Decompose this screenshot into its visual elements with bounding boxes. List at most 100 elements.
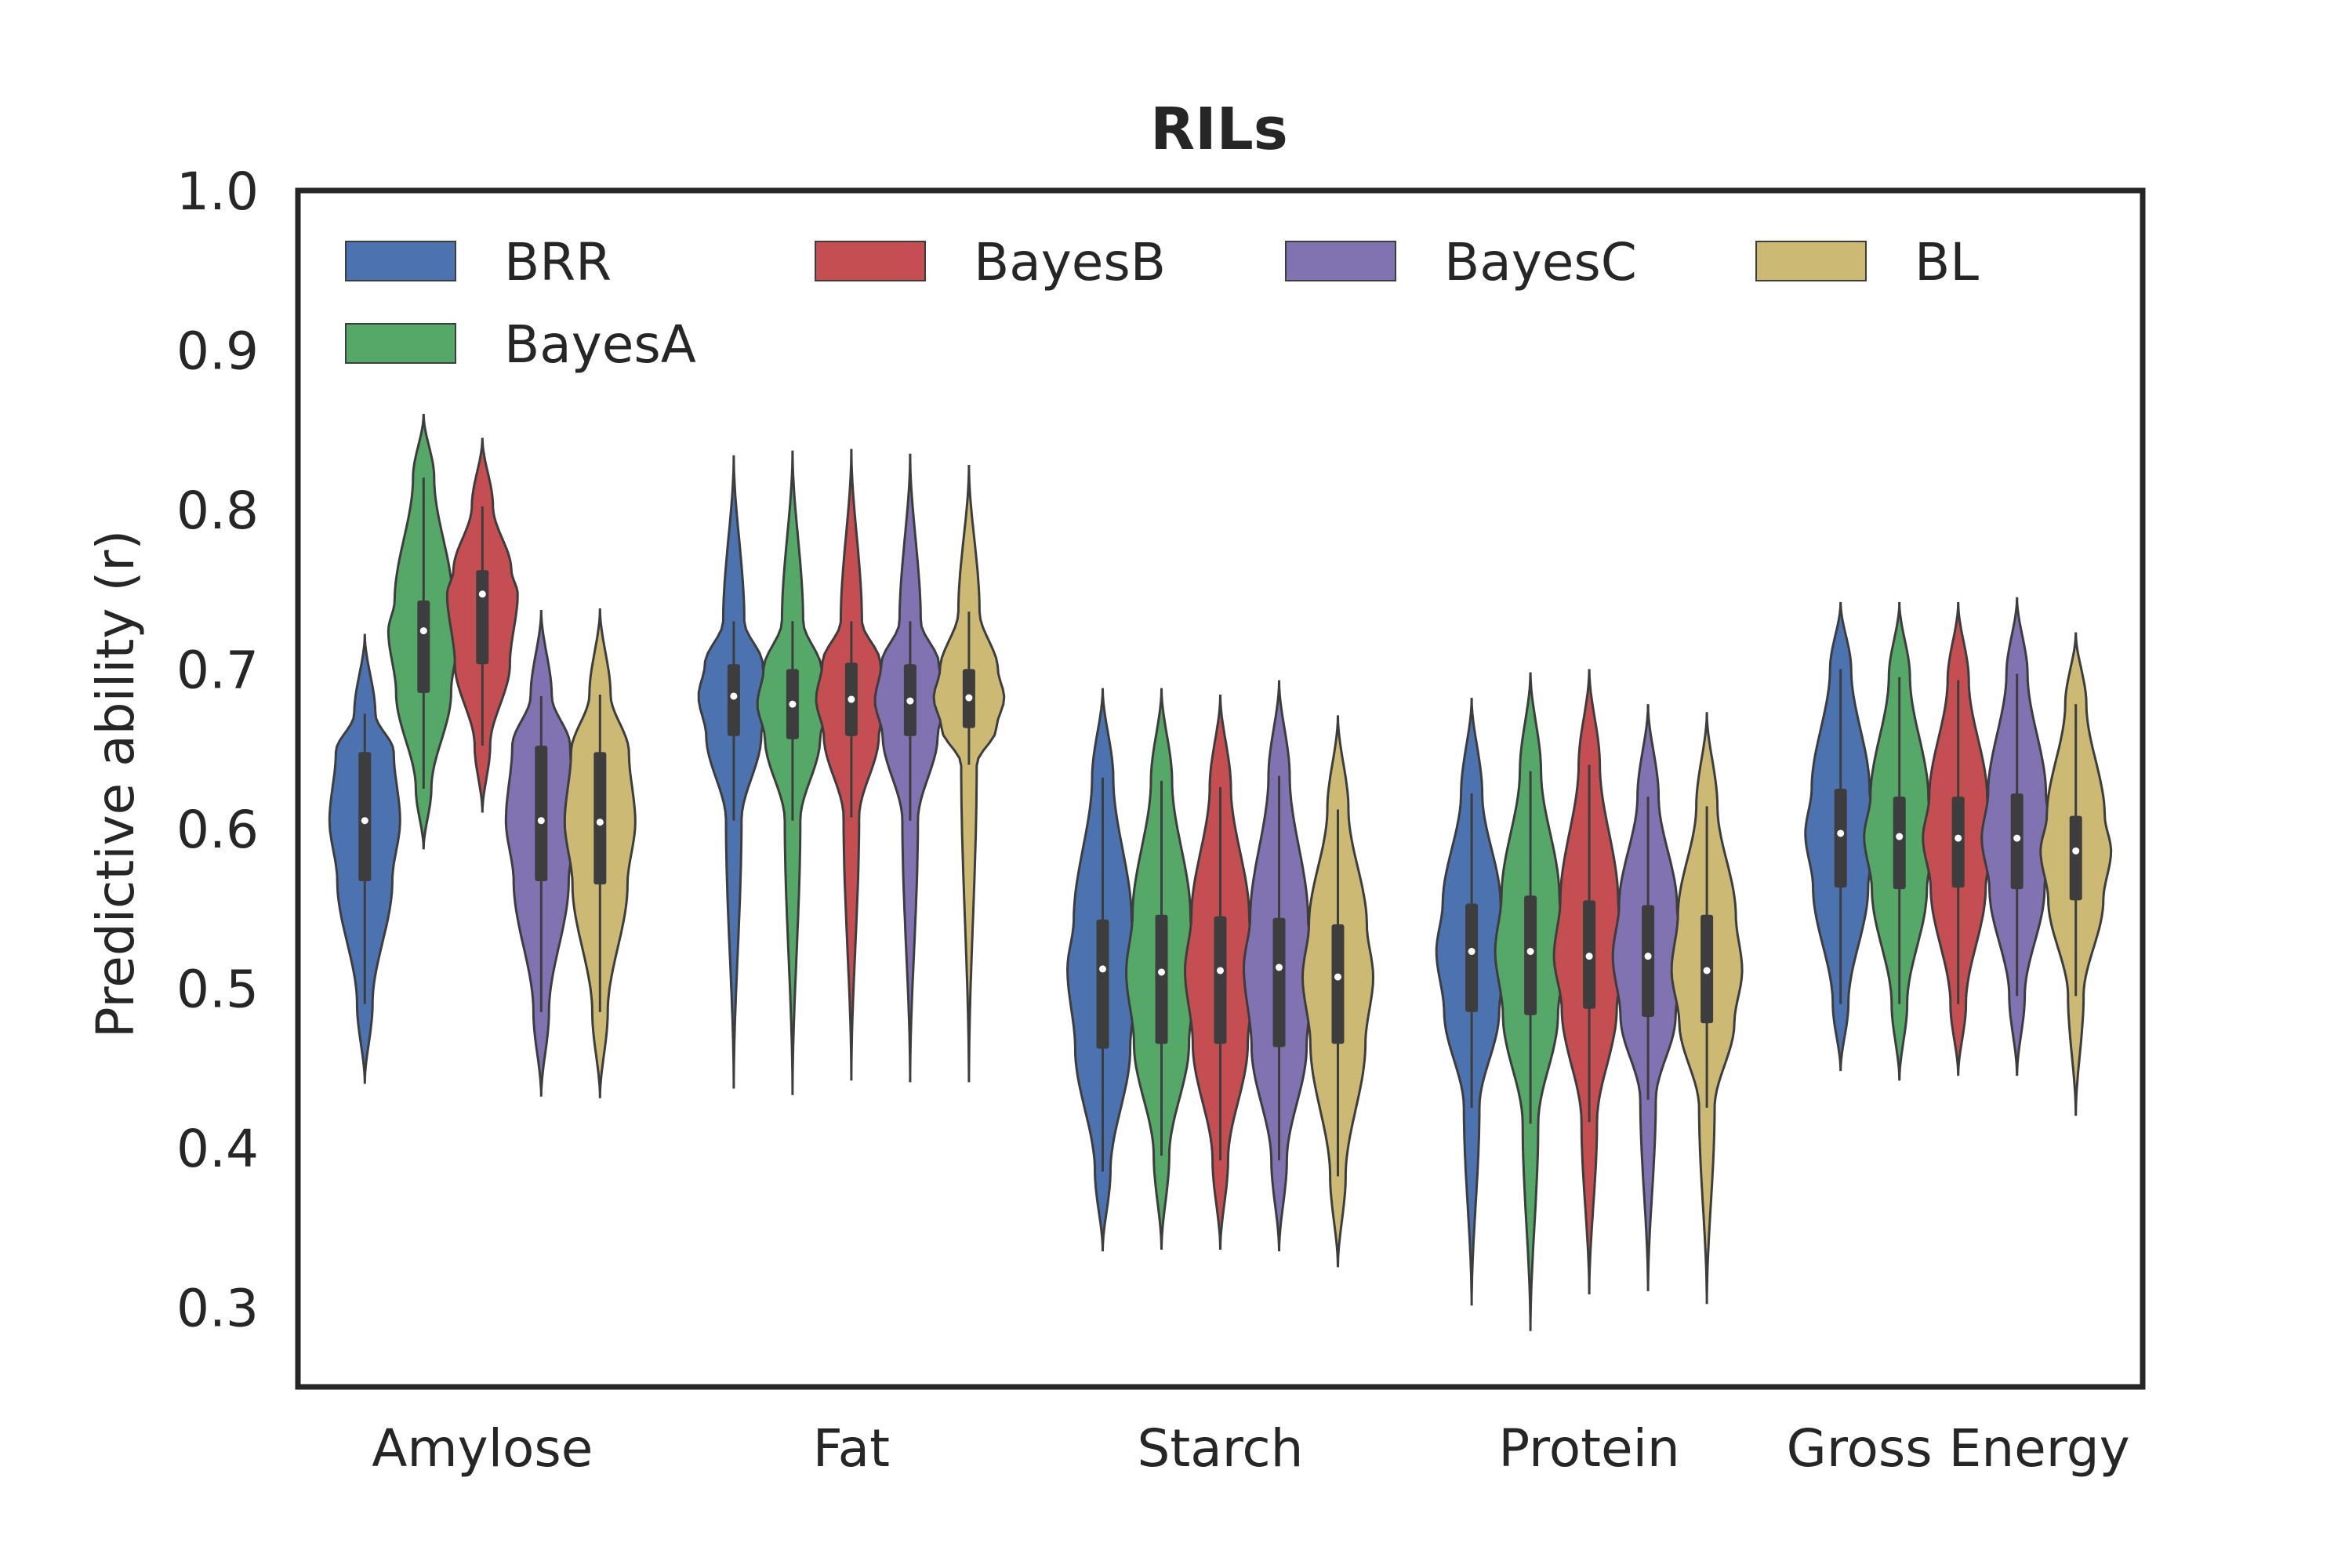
median-dot (1955, 834, 1962, 842)
y-tick-label: 0.4 (176, 1119, 259, 1179)
median-dot (789, 700, 797, 708)
y-tick-label: 0.9 (176, 321, 259, 381)
legend: BRR BayesB BayesC BL BayesA (345, 232, 1979, 375)
median-dot (1526, 948, 1534, 956)
legend-label: BRR (504, 232, 612, 292)
y-ticks: 1.0 0.9 0.8 0.7 0.6 0.5 0.4 0.3 (176, 162, 259, 1338)
median-dot (1217, 967, 1224, 975)
violin-brr-amylose (328, 633, 401, 1084)
violin-bl-protein (1670, 712, 1744, 1305)
legend-item-bayesa: BayesA (345, 314, 696, 375)
median-dot (1468, 948, 1475, 956)
violin-body (932, 464, 1006, 1083)
y-tick-label: 0.7 (176, 640, 259, 700)
iqr-box (417, 600, 430, 693)
x-tick-label-fat: Fat (813, 1418, 890, 1479)
iqr-box (476, 570, 489, 665)
legend-swatch (815, 241, 926, 281)
legend-swatch (345, 323, 456, 364)
violin-bayesa-fat (756, 450, 829, 1095)
iqr-box (1951, 797, 1965, 888)
violin-bl-amylose (563, 608, 637, 1098)
iqr-box (1524, 895, 1537, 1015)
median-dot (1585, 953, 1593, 960)
median-dot (965, 694, 973, 702)
legend-swatch (1285, 241, 1396, 281)
iqr-box (1214, 916, 1227, 1044)
median-dot (478, 590, 486, 598)
violin-bayesc-starch (1242, 680, 1316, 1252)
violin-bayesc-gross-energy (1980, 597, 2054, 1076)
iqr-box (535, 746, 548, 882)
median-dot (1158, 968, 1165, 976)
legend-swatch (1755, 241, 1867, 281)
median-dot (2072, 847, 2080, 855)
median-dot (596, 818, 604, 826)
violin-brr-starch (1065, 688, 1140, 1252)
iqr-box (1155, 914, 1168, 1044)
median-dot (730, 692, 738, 700)
median-dot (2013, 834, 2021, 842)
violin-brr-fat (697, 455, 771, 1089)
violin-brr-protein (1435, 697, 1508, 1306)
median-dot (419, 627, 427, 635)
violin-bl-gross-energy (2039, 632, 2113, 1116)
violin-bayesa-gross-energy (1863, 601, 1936, 1081)
legend-label: BL (1915, 232, 1979, 292)
violin-bayesc-amylose (504, 610, 578, 1097)
violin-brr-gross-energy (1804, 601, 1878, 1072)
legend-item-bayesb: BayesB (815, 232, 1166, 292)
iqr-box (1834, 789, 1847, 888)
iqr-box (1331, 924, 1345, 1044)
legend-label: BayesB (974, 232, 1166, 292)
legend-item-bayesc: BayesC (1285, 232, 1637, 292)
iqr-box (1272, 917, 1286, 1047)
violin-bayesc-fat (873, 453, 947, 1083)
y-tick-label: 0.6 (176, 800, 259, 860)
legend-label: BayesC (1444, 232, 1637, 292)
y-tick-label: 0.8 (176, 481, 259, 541)
median-dot (537, 817, 545, 825)
violins-layer (328, 413, 2113, 1331)
legend-item-bl: BL (1755, 232, 1979, 292)
x-tick-label-starch: Starch (1137, 1418, 1303, 1479)
x-tick-label-amylose: Amylose (372, 1418, 593, 1479)
median-dot (1099, 965, 1106, 973)
median-dot (1896, 833, 1904, 840)
violin-bl-fat (932, 464, 1006, 1083)
violin-bayesc-protein (1611, 704, 1685, 1291)
violin-bayesb-protein (1552, 669, 1626, 1295)
violin-bayesb-fat (815, 448, 888, 1081)
legend-swatch (345, 241, 456, 281)
median-dot (848, 695, 855, 703)
y-tick-label: 1.0 (176, 162, 259, 222)
x-tick-label-gross-energy: Gross Energy (1787, 1418, 2130, 1479)
iqr-box (1465, 903, 1479, 1012)
iqr-box (593, 752, 607, 885)
violin-bayesa-starch (1125, 688, 1198, 1250)
x-tick-labels: Amylose Fat Starch Protein Gross Energy (372, 1418, 2130, 1479)
y-tick-label: 0.3 (176, 1278, 259, 1338)
violin-bayesb-amylose (445, 437, 519, 813)
iqr-box (358, 752, 372, 882)
iqr-box (727, 664, 740, 736)
iqr-box (2069, 815, 2082, 901)
median-dot (1644, 953, 1652, 960)
y-tick-label: 0.5 (176, 959, 259, 1019)
median-dot (1334, 973, 1341, 981)
x-tick-label-protein: Protein (1498, 1418, 1679, 1479)
chart-title: RILs (1150, 96, 1288, 163)
iqr-box (1642, 905, 1655, 1017)
violin-bayesa-amylose (387, 413, 460, 850)
violin-bl-starch (1301, 715, 1375, 1268)
median-dot (906, 697, 914, 705)
median-dot (1837, 829, 1845, 837)
iqr-box (1893, 797, 1906, 890)
legend-label: BayesA (504, 314, 696, 375)
violin-bayesb-gross-energy (1922, 601, 1995, 1076)
median-dot (1276, 964, 1283, 971)
legend-item-brr: BRR (345, 232, 612, 292)
violin-bayesb-starch (1183, 694, 1258, 1250)
violin-bayesa-protein (1494, 672, 1567, 1331)
